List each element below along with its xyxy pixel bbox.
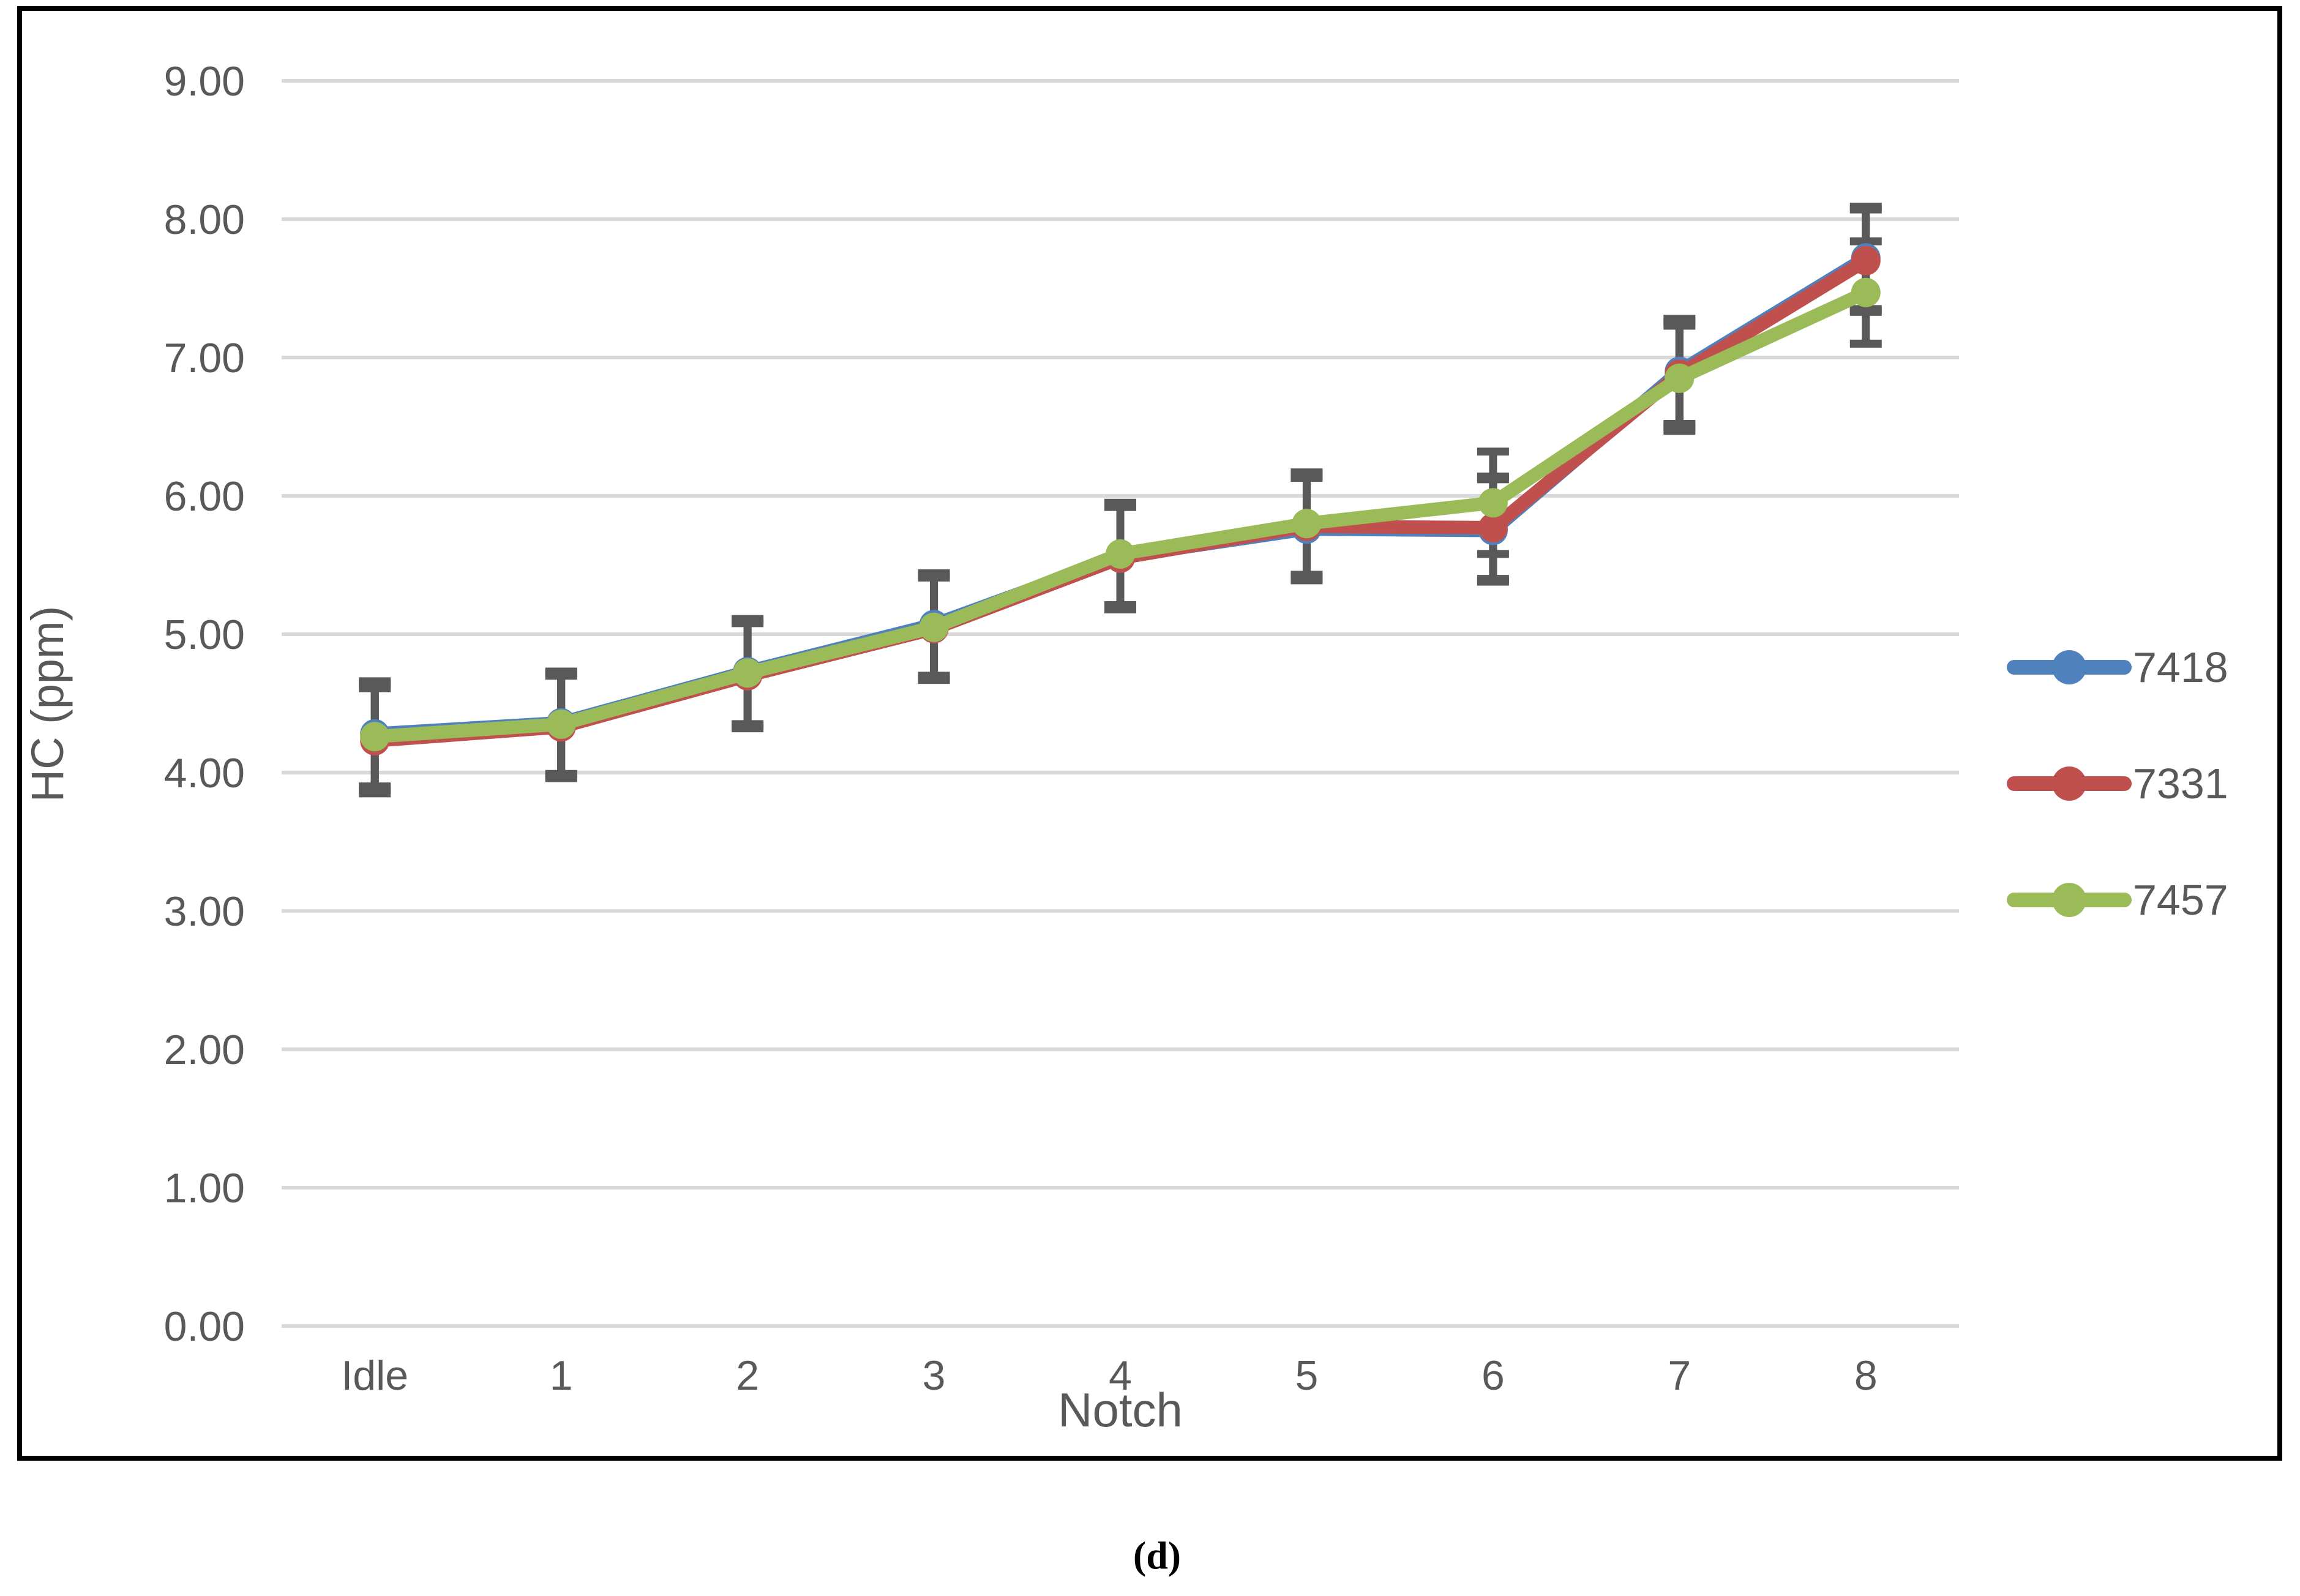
legend-marker (2052, 766, 2086, 801)
y-tick-label: 5.00 (164, 612, 245, 658)
figure-caption: (d) (1133, 1534, 1181, 1577)
chart-border (17, 6, 2282, 1461)
series-lines (360, 243, 1881, 756)
data-point-marker (1292, 509, 1322, 539)
x-axis-title: Notch (1058, 1383, 1183, 1437)
x-tick-label: 7 (1668, 1352, 1691, 1399)
legend-item-7331: 7331 (2007, 760, 2228, 807)
x-tick-label: 1 (550, 1352, 573, 1399)
y-tick-label: 2.00 (164, 1027, 245, 1073)
y-tick-label: 6.00 (164, 473, 245, 520)
data-point-marker (1478, 512, 1508, 542)
data-point-marker (1851, 277, 1881, 307)
y-axis-tick-labels: 0.00 1.00 2.00 3.00 4.00 5.00 6.00 7.00 8.00 9.00 (164, 58, 245, 1350)
legend-label: 7457 (2133, 876, 2228, 924)
legend: 7418 7331 7457 (2007, 643, 2228, 924)
x-tick-label: 6 (1482, 1352, 1505, 1399)
x-tick-label: Idle (341, 1352, 408, 1399)
legend-label: 7418 (2133, 643, 2228, 691)
y-tick-label: 4.00 (164, 750, 245, 796)
x-tick-label: 5 (1295, 1352, 1319, 1399)
x-tick-label: 4 (1109, 1352, 1132, 1399)
legend-marker (2052, 650, 2086, 684)
y-tick-label: 1.00 (164, 1165, 245, 1212)
data-point-marker (919, 612, 949, 642)
legend-item-7457: 7457 (2007, 876, 2228, 924)
legend-marker (2052, 883, 2086, 917)
series-7457 (360, 277, 1881, 752)
data-point-marker (1665, 363, 1695, 393)
data-point-marker (733, 658, 763, 688)
y-tick-label: 8.00 (164, 197, 245, 243)
y-axis-title: HC (ppm) (22, 606, 73, 803)
x-tick-label: 2 (736, 1352, 759, 1399)
legend-item-7418: 7418 (2007, 643, 2228, 691)
y-tick-label: 7.00 (164, 335, 245, 381)
data-point-marker (1851, 245, 1881, 275)
data-point-marker (360, 722, 390, 752)
legend-label: 7331 (2133, 760, 2228, 807)
gridlines (282, 79, 1959, 1328)
data-point-marker (1106, 539, 1135, 569)
x-tick-label: 8 (1854, 1352, 1878, 1399)
y-tick-label: 3.00 (164, 888, 245, 935)
y-tick-label: 9.00 (164, 58, 245, 105)
data-point-marker (546, 709, 576, 739)
x-axis-tick-labels: Idle 1 2 3 4 5 6 7 8 (341, 1352, 1877, 1399)
y-tick-label: 0.00 (164, 1303, 245, 1350)
data-point-marker (1478, 488, 1508, 518)
x-tick-label: 3 (923, 1352, 946, 1399)
